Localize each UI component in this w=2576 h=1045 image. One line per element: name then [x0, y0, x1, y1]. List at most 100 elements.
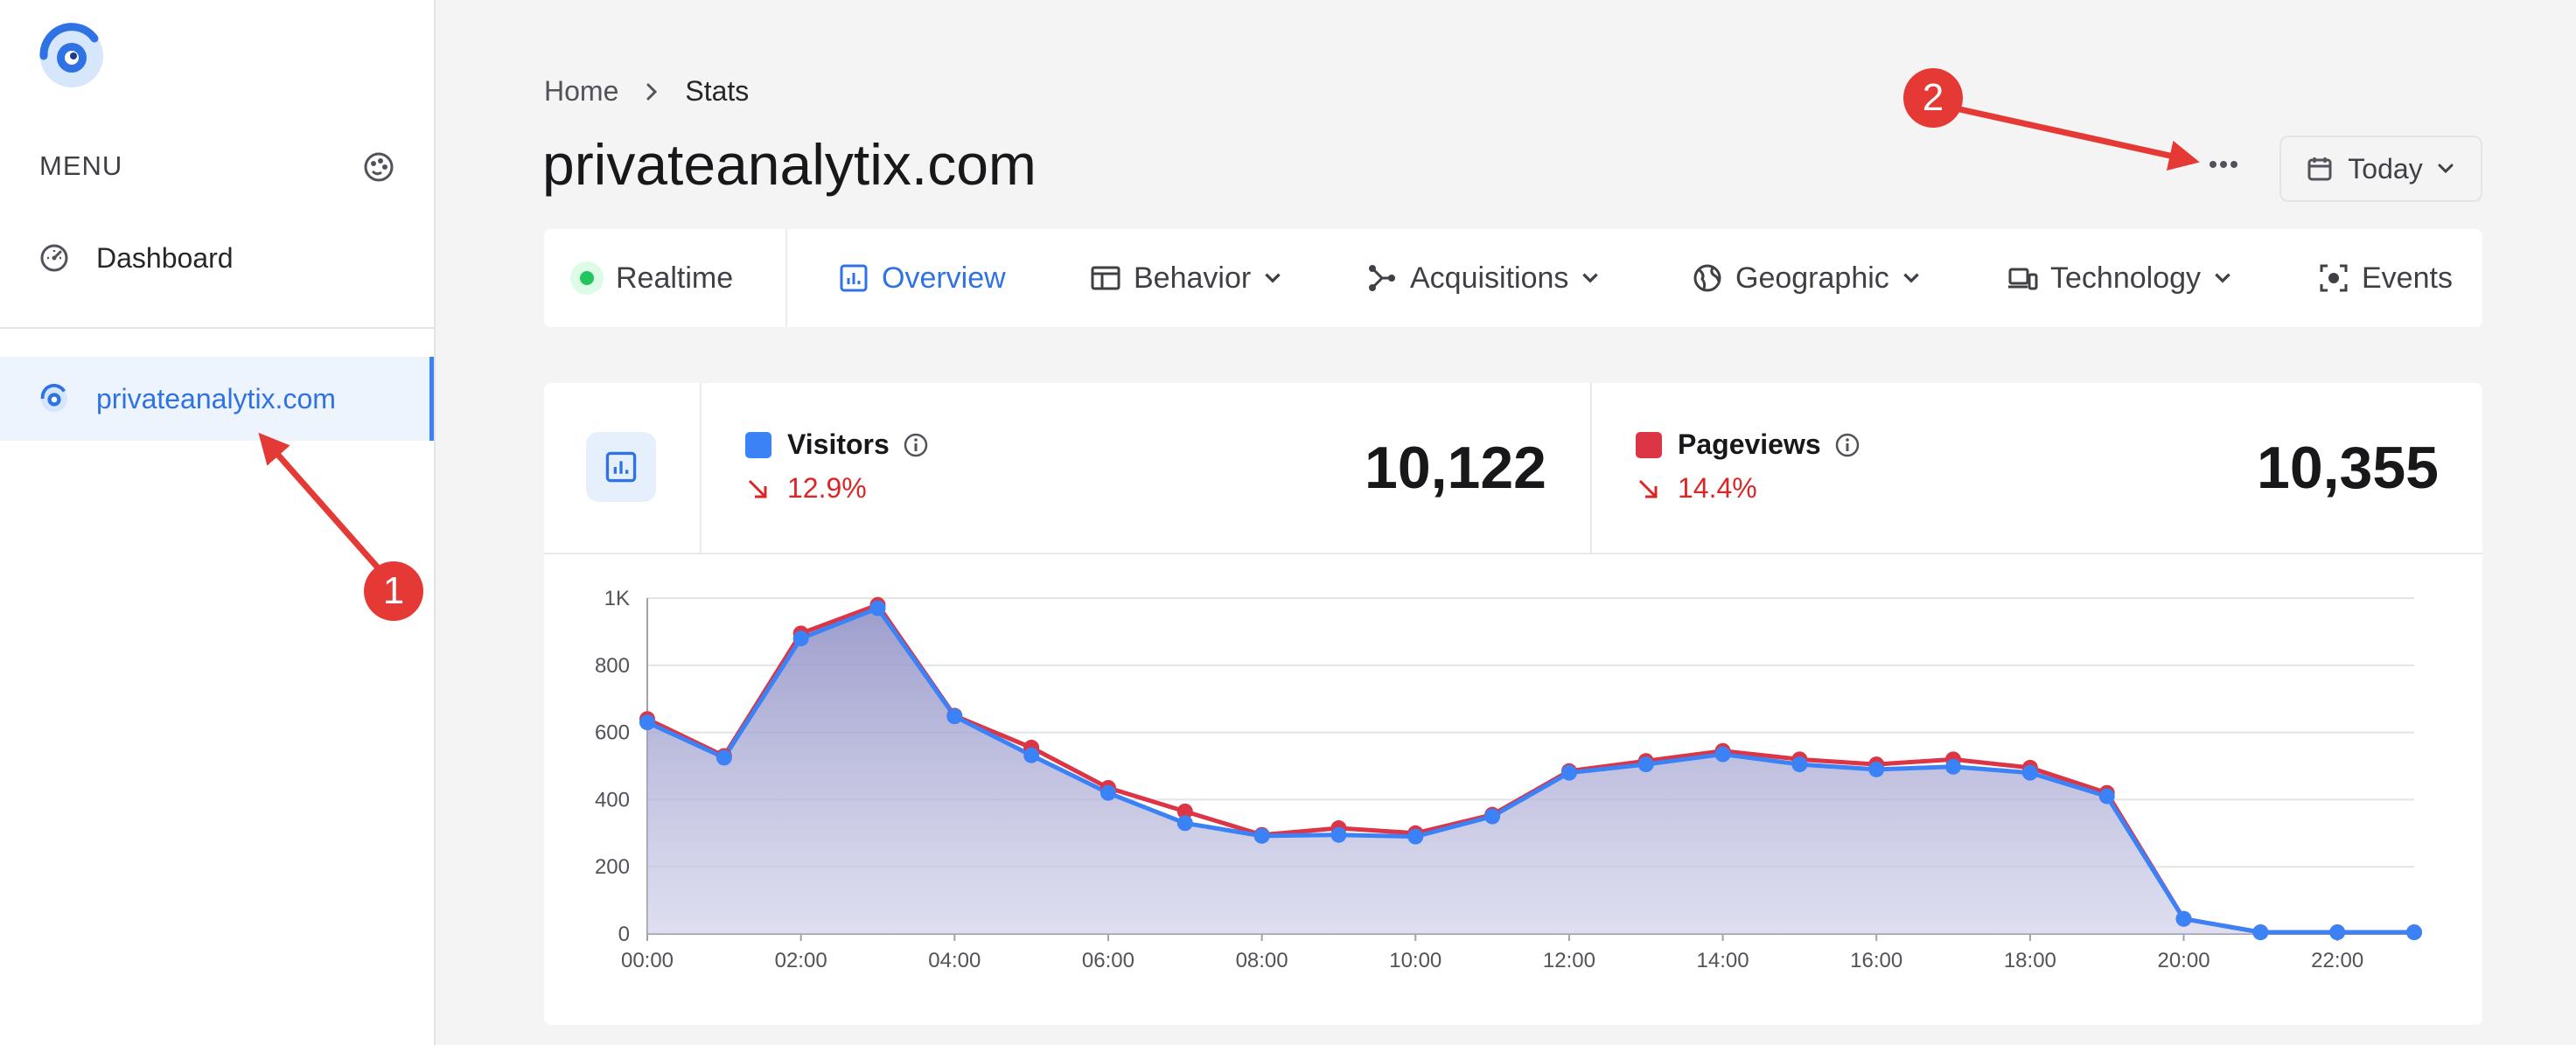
- sidebar-item-dashboard[interactable]: Dashboard: [0, 216, 434, 300]
- tab-label: Geographic: [1735, 261, 1889, 295]
- tab-technology[interactable]: Technology: [2007, 229, 2234, 327]
- menu-label: MENU: [39, 150, 123, 181]
- y-tick-label: 800: [595, 654, 630, 678]
- y-tick-label: 600: [595, 721, 630, 745]
- visitors-point: [869, 600, 886, 617]
- sidebar-divider: [0, 327, 434, 329]
- sidebar-item-label: privateanalytix.com: [96, 382, 336, 415]
- y-tick-label: 200: [595, 855, 630, 879]
- x-tick-label: 10:00: [1389, 949, 1442, 972]
- trend-down-icon: [748, 479, 767, 498]
- annotation-arrow-2: [1955, 105, 2200, 171]
- chevron-down-icon: [2215, 273, 2230, 283]
- tab-realtime[interactable]: Realtime: [570, 229, 733, 327]
- palette-icon[interactable]: [362, 150, 395, 184]
- date-range-picker[interactable]: Today: [2279, 136, 2482, 202]
- x-tick-label: 22:00: [2311, 949, 2363, 972]
- metric-value: 10,122: [1365, 435, 1546, 501]
- metric-label-text: Visitors: [787, 428, 890, 460]
- visitors-point: [2406, 924, 2422, 941]
- visitors-point: [1560, 764, 1577, 781]
- sidebar-item-site[interactable]: privateanalytix.com: [0, 357, 434, 441]
- visitors-point: [1407, 828, 1424, 845]
- info-icon[interactable]: [902, 431, 930, 459]
- chart-type-button[interactable]: [586, 432, 656, 502]
- calendar-icon: [2307, 157, 2332, 181]
- tab-geographic[interactable]: Geographic: [1692, 229, 1923, 327]
- y-tick-label: 400: [595, 788, 630, 812]
- bar-chart-icon: [605, 451, 637, 483]
- chevron-down-icon: [1582, 273, 1599, 283]
- tab-label: Realtime: [616, 261, 734, 295]
- visitors-point: [946, 708, 963, 725]
- pageviews-point: [1176, 803, 1193, 819]
- traffic-chart-svg: 0 200 400 600 800 1K 00:00 02:00 04:00 06:00 08:00…: [595, 587, 2422, 972]
- browser-window-icon: [1091, 266, 1120, 290]
- sidebar-item-label: Dashboard: [96, 241, 234, 274]
- visitors-point: [1484, 808, 1501, 825]
- overview-card: Visitors 12.9% 10,122 Pageviews: [544, 383, 2482, 1025]
- y-tick-label: 0: [618, 923, 630, 946]
- metric-change-value: 12.9%: [787, 472, 867, 504]
- visitors-point: [1714, 746, 1731, 763]
- breadcrumb-home[interactable]: Home: [544, 75, 619, 107]
- tab-label: Behavior: [1134, 261, 1252, 295]
- visitors-point: [1945, 758, 1962, 775]
- visitors-point: [2175, 910, 2192, 927]
- x-tick-label: 14:00: [1697, 949, 1749, 972]
- metric-visitors[interactable]: Visitors 12.9% 10,122: [702, 383, 1592, 553]
- tab-label: Acquisitions: [1410, 261, 1569, 295]
- visitors-point: [1868, 761, 1885, 777]
- traffic-chart: 0 200 400 600 800 1K 00:00 02:00 04:00 06:00 08:00…: [544, 554, 2482, 1025]
- tab-label: Technology: [2050, 261, 2202, 295]
- visitors-point: [1791, 756, 1808, 773]
- chart-toggle-area: [544, 383, 702, 553]
- visitors-point: [2098, 788, 2115, 805]
- tab-label: Overview: [882, 261, 1006, 295]
- y-tick-label: 1K: [604, 587, 630, 610]
- tab-behavior[interactable]: Behavior: [1090, 229, 1284, 327]
- visitors-point: [716, 749, 732, 766]
- x-tick-label: 06:00: [1082, 949, 1134, 972]
- breadcrumb-current: Stats: [685, 75, 750, 107]
- live-indicator-icon: [570, 261, 604, 295]
- more-options-icon[interactable]: [2204, 145, 2243, 184]
- visitors-point: [2252, 924, 2269, 941]
- metric-label: Visitors: [745, 428, 930, 461]
- x-tick-label: 18:00: [2004, 949, 2056, 972]
- visitors-point: [2021, 764, 2038, 781]
- metric-change: 14.4%: [1636, 472, 1757, 505]
- tab-overview[interactable]: Overview: [838, 229, 1006, 327]
- focus-target-icon: [2320, 264, 2348, 292]
- globe-icon: [1693, 264, 1721, 292]
- x-tick-label: 16:00: [1850, 949, 1902, 972]
- app-logo-icon[interactable]: [37, 21, 107, 91]
- tab-events[interactable]: Events: [2318, 229, 2453, 327]
- trend-down-icon: [1638, 479, 1658, 498]
- x-tick-label: 08:00: [1236, 949, 1288, 972]
- chevron-right-icon: [646, 83, 658, 100]
- sidebar: MENU Dashboard privateanalyt: [0, 0, 436, 1045]
- visitors-area: [647, 608, 2414, 934]
- x-tick-label: 12:00: [1543, 949, 1595, 972]
- annotation-badge-2: 2: [1903, 68, 1963, 128]
- metric-label-text: Pageviews: [1678, 428, 1821, 460]
- metric-value: 10,355: [2257, 435, 2439, 501]
- metric-change-value: 14.4%: [1678, 472, 1757, 504]
- visitors-point: [639, 714, 655, 731]
- devices-icon: [2008, 268, 2038, 290]
- metric-pageviews[interactable]: Pageviews 14.4% 10,355: [1592, 383, 2482, 553]
- tab-acquisitions[interactable]: Acquisitions: [1366, 229, 1602, 327]
- speedometer-icon: [38, 242, 70, 274]
- chevron-down-icon: [1903, 273, 1919, 283]
- chevron-down-icon: [1265, 273, 1281, 283]
- site-logo-icon: [38, 383, 70, 415]
- x-tick-label: 02:00: [775, 949, 827, 972]
- info-icon[interactable]: [1833, 431, 1861, 459]
- metric-label: Pageviews: [1636, 428, 1861, 461]
- legend-swatch: [745, 431, 771, 458]
- visitors-point: [792, 630, 809, 647]
- tab-divider: [785, 229, 787, 327]
- metrics-header: Visitors 12.9% 10,122 Pageviews: [544, 383, 2482, 554]
- x-tick-label: 00:00: [621, 949, 674, 972]
